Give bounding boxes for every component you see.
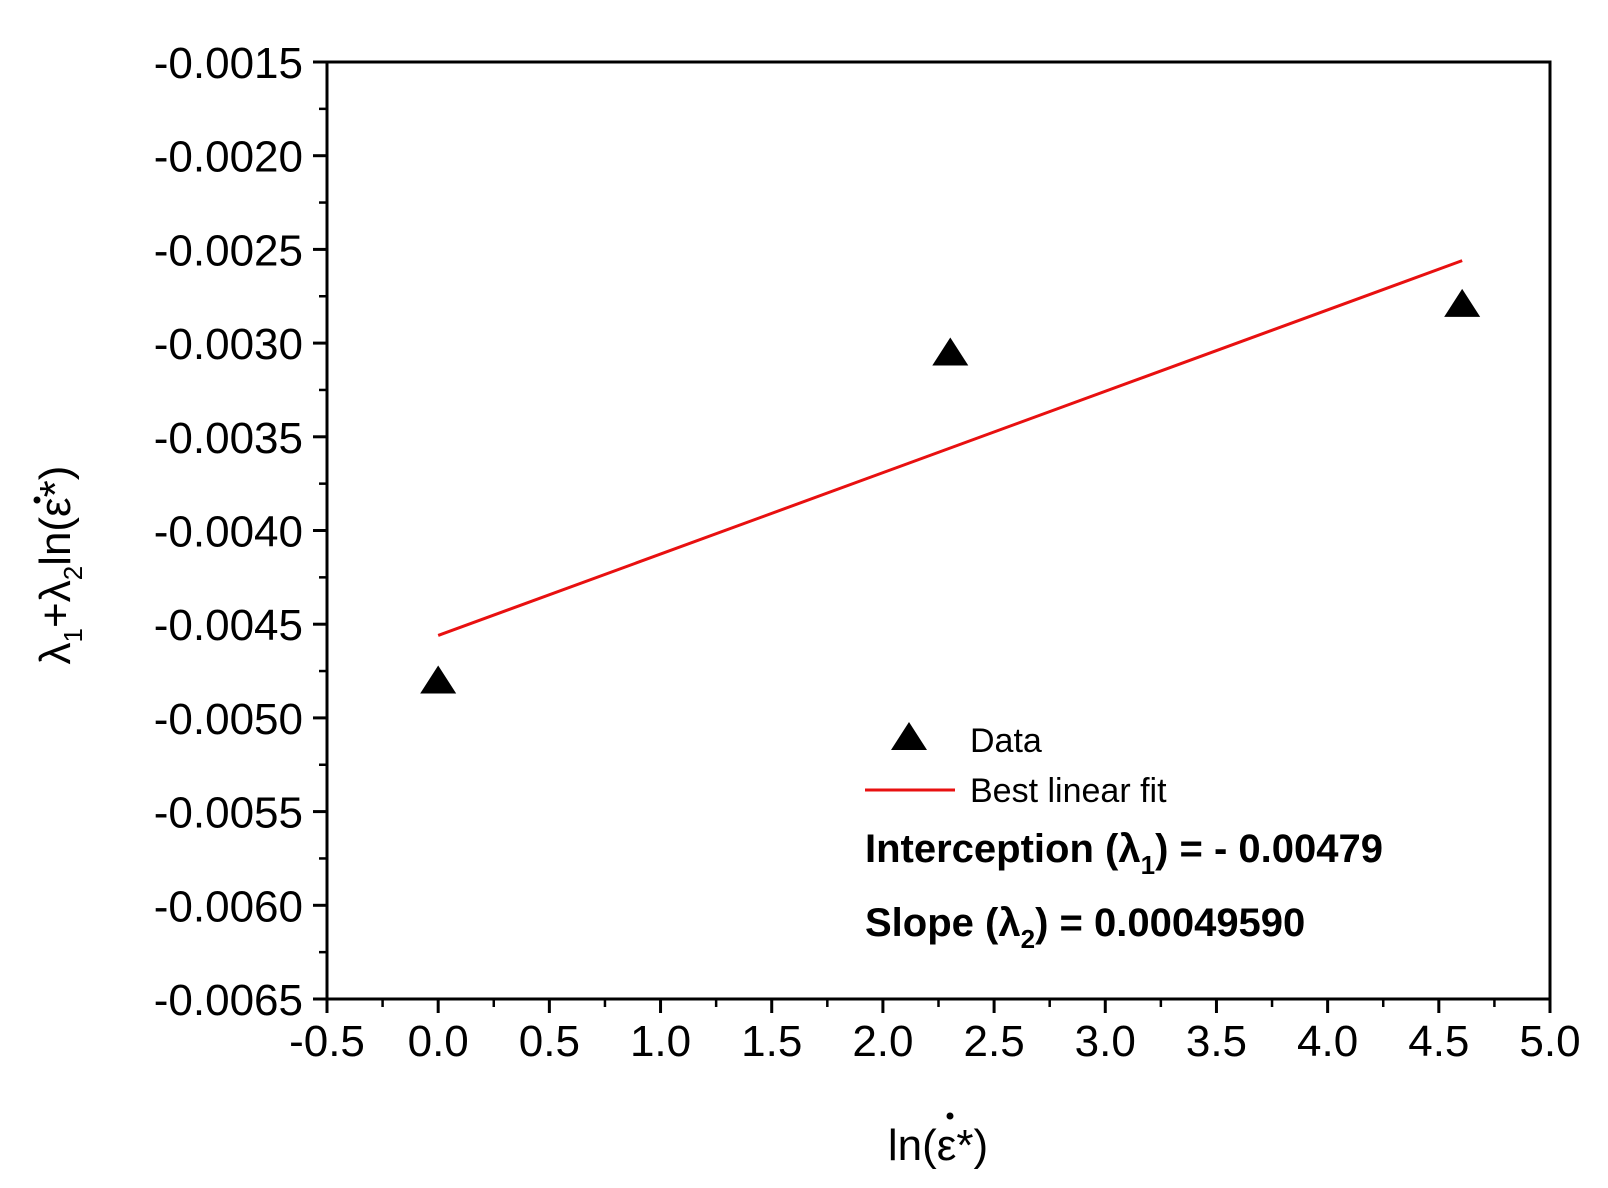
legend-triangle-icon <box>891 722 927 750</box>
data-point <box>420 665 457 694</box>
x-tick-label: -0.5 <box>289 1017 365 1066</box>
best-fit-line <box>437 259 1463 637</box>
annotation-interception: Interception (λ1) = - 0.00479 <box>865 827 1383 880</box>
y-tick-label: -0.0045 <box>154 601 303 650</box>
y-axis-title-dot <box>33 496 41 504</box>
y-tick-label: -0.0030 <box>154 320 303 369</box>
y-tick-label: -0.0060 <box>154 882 303 931</box>
legend-label-fit: Best linear fit <box>970 772 1167 810</box>
y-tick-label: -0.0035 <box>154 414 303 463</box>
x-tick-label: 1.5 <box>741 1017 802 1066</box>
x-tick-label: 2.0 <box>852 1017 913 1066</box>
tick-group: -0.5 0.0 0.5 1.0 1.5 2.0 2.5 3.0 3.5 4.0 4.5 5.0 -0.… <box>154 39 1581 1066</box>
x-tick-label: 3.0 <box>1075 1017 1136 1066</box>
x-axis-title-dot <box>946 1112 954 1120</box>
x-tick-label: 4.0 <box>1297 1017 1358 1066</box>
y-tick-label: -0.0055 <box>154 789 303 838</box>
svg-text:λ1+λ2ln(ε*): λ1+λ2ln(ε*) <box>31 466 88 665</box>
x-tick-label: 0.5 <box>519 1017 580 1066</box>
y-tick-label: -0.0015 <box>154 39 303 88</box>
data-points-group <box>420 288 1481 694</box>
y-tick-label: -0.0025 <box>154 226 303 275</box>
legend-label-data: Data <box>970 722 1042 760</box>
x-tick-label: 3.5 <box>1186 1017 1247 1066</box>
y-tick-label: -0.0065 <box>154 976 303 1025</box>
fit-line-group <box>437 259 1463 637</box>
data-point <box>932 337 969 366</box>
y-axis-title: λ1+λ2ln(ε*) <box>31 466 88 665</box>
x-axis-title: ln(ε*) <box>888 1121 988 1170</box>
y-tick-label: -0.0040 <box>154 508 303 557</box>
x-tick-label: 1.0 <box>630 1017 691 1066</box>
annotation-slope: Slope (λ2) = 0.00049590 <box>865 901 1305 954</box>
legend: Data Best linear fit <box>865 722 1167 810</box>
x-tick-label: 0.0 <box>408 1017 469 1066</box>
x-tick-label: 2.5 <box>964 1017 1025 1066</box>
y-tick-label: -0.0050 <box>154 695 303 744</box>
x-tick-label: 4.5 <box>1408 1017 1469 1066</box>
y-tick-label: -0.0020 <box>154 133 303 182</box>
data-point <box>1444 288 1481 317</box>
x-tick-label: 5.0 <box>1519 1017 1580 1066</box>
